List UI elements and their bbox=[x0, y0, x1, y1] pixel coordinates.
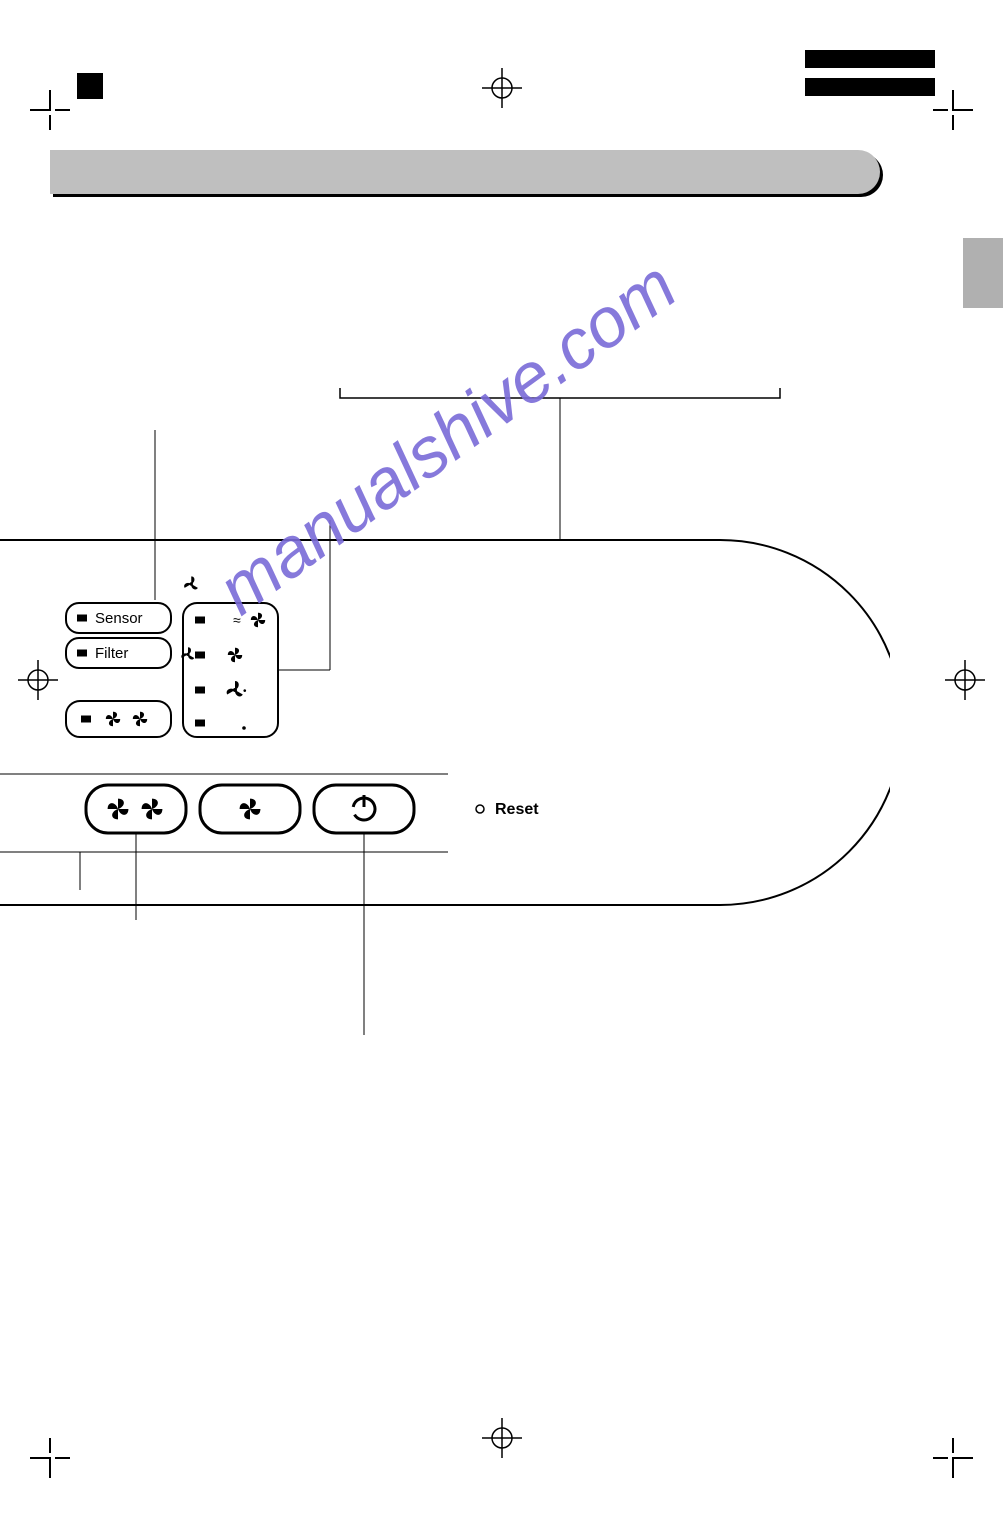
double-fan-button[interactable] bbox=[86, 785, 186, 833]
control-panel-diagram: Sensor Filter ≈ • Reset bbox=[0, 380, 890, 1100]
fan4-icon bbox=[133, 712, 147, 726]
fan4-icon bbox=[106, 712, 120, 726]
fan4-icon bbox=[228, 648, 242, 662]
page-marker bbox=[77, 73, 103, 99]
fan3-icon bbox=[183, 576, 198, 590]
crop-mark-tl bbox=[30, 90, 70, 130]
sensor-label: Sensor bbox=[95, 610, 143, 627]
registration-mark-right bbox=[945, 660, 985, 705]
title-bar bbox=[50, 150, 880, 194]
svg-text:•: • bbox=[243, 686, 247, 697]
side-tab bbox=[963, 238, 1003, 308]
registration-mark-top bbox=[482, 68, 522, 113]
fan4-icon bbox=[108, 799, 129, 820]
reset-label: Reset bbox=[495, 801, 539, 818]
power-icon bbox=[350, 795, 379, 824]
filter-label: Filter bbox=[95, 645, 128, 662]
svg-text:≈: ≈ bbox=[233, 612, 241, 628]
registration-mark-bottom bbox=[482, 1418, 522, 1463]
fan4-icon bbox=[240, 799, 261, 820]
crop-mark-bl bbox=[30, 1438, 70, 1478]
fan3-icon bbox=[225, 681, 242, 698]
crop-mark-tr bbox=[933, 90, 973, 130]
power-button[interactable] bbox=[314, 785, 414, 833]
reset-led bbox=[476, 805, 484, 813]
fan4-icon bbox=[251, 613, 265, 627]
header-bars bbox=[805, 50, 935, 106]
crop-mark-br bbox=[933, 1438, 973, 1478]
fan4-icon bbox=[142, 799, 163, 820]
